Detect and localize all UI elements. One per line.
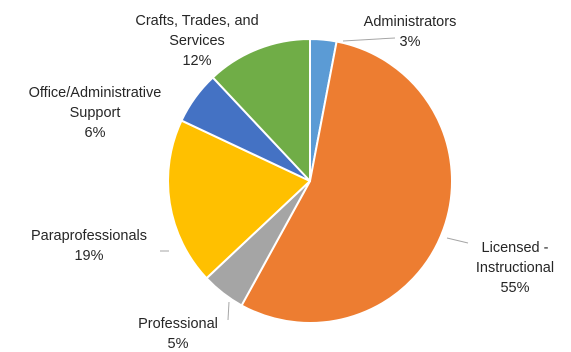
data-label-paraprofessionals: Paraprofessionals 19% (31, 228, 147, 264)
leader-lines (160, 37, 469, 321)
leader-line-administrators (342, 37, 396, 42)
pie-slice-paraprofessionals (167, 119, 311, 280)
data-label-office-administrative-support: Office/Administrative Support 6% (29, 85, 162, 141)
pie-slices (167, 38, 453, 324)
pie-slice-crafts-trades-and-services (211, 38, 311, 182)
data-labels: Administrators 3% Licensed -Instructional 5… (29, 13, 554, 352)
data-label-professional: Professional 5% (138, 316, 218, 352)
leader-line-professional (227, 301, 230, 321)
data-label-crafts-trades-and-services: Crafts, Trades, and Services 12% (135, 13, 258, 69)
data-label-administrators: Administrators 3% (364, 14, 457, 50)
data-label-licensed-instructional: Licensed -Instructional 55% (476, 240, 554, 296)
pie-slice-licensed-instructional (240, 40, 453, 324)
leader-line-licensed-instructional (446, 237, 469, 244)
